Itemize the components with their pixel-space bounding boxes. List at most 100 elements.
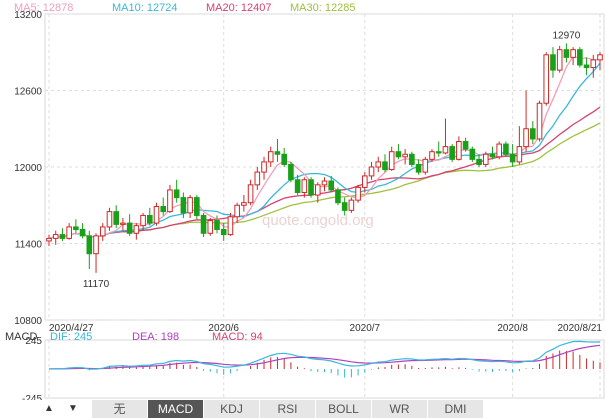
candle-body [509,153,516,163]
annotation-label: 12970 [552,30,580,41]
y-tick-label: 11400 [15,240,43,251]
candle-body [200,214,207,234]
candle-body [133,225,140,234]
candle-body [341,202,348,211]
candle-body [563,49,570,58]
y-axis-labels: 13200 12600 12000 11400 10800 [14,10,42,327]
ma20-line [48,106,601,240]
candle-body [247,184,254,204]
macd-border [44,339,605,399]
candle-body [52,234,59,239]
x-tick-label: 2020/8 [497,323,528,334]
candle-body [435,151,442,154]
annotation-label: 11170 [83,279,110,290]
scroll-down-icon[interactable]: ▼ [68,403,78,414]
ma20-legend: MA20: 12407 [206,2,272,14]
candle-body [530,128,536,140]
candle-body [288,163,294,181]
macd-lines [48,340,601,370]
candle-body [328,180,335,191]
chart-grid [44,13,605,321]
tab-kdj[interactable]: KDJ [204,400,260,418]
candle-body [429,151,435,160]
candle-body [173,189,180,199]
candle-body [106,211,113,228]
candle-body [462,141,469,150]
candle-body [86,235,93,255]
candle-body [388,151,395,171]
candle-body [294,179,301,193]
candle-body [496,143,503,158]
candle-body [113,211,119,225]
candle-body [523,128,529,148]
macd-axis-labels: 245 -245 [22,336,42,400]
ma10-legend: MA10: 12724 [112,2,178,14]
candle-body [556,49,563,71]
tab-wr[interactable]: WR [372,400,428,418]
y-tick-label: 13200 [14,10,42,21]
candle-body [409,153,415,165]
candle-body [254,171,261,186]
candle-body [402,153,408,158]
candle-body [375,161,382,168]
candle-body [348,199,355,211]
ma30-legend: MA30: 12285 [290,2,356,14]
dea-line [48,344,601,370]
candle-body [167,189,173,213]
candle-body [577,49,583,66]
candle-body [482,153,489,165]
candle-body [220,228,227,236]
candle-body [395,151,402,158]
macd-value-legend: MACD: 94 [212,331,263,343]
candle-body [590,59,597,69]
candle-body [422,158,429,173]
candle-body [516,146,523,163]
candle-body [241,202,247,206]
candle-body [180,197,187,214]
candle-body [187,197,193,214]
tab-none[interactable]: 无 [92,400,148,418]
tab-dmi[interactable]: DMI [428,400,484,418]
candle-body [261,161,267,173]
ma5-legend: MA5: 12878 [14,2,74,14]
candle-body [543,54,550,104]
candle-body [73,226,79,230]
price-annotations: 12970 11170 [83,30,581,290]
y-tick-label: 12600 [14,87,42,98]
candle-body [214,220,220,230]
y-tick-label: 12000 [14,163,42,174]
candle-body [46,237,52,242]
tab-boll[interactable]: BOLL [316,400,372,418]
candle-body [308,179,314,196]
x-tick-label: 2020/6 [208,323,239,334]
macd-grid [44,339,605,399]
candle-body [503,143,509,155]
indicator-tab-bar: ▲ ▼ 无 MACD KDJ RSI BOLL WR DMI [0,400,606,418]
tab-rsi[interactable]: RSI [260,400,316,418]
candle-body [194,197,200,216]
y-tick-label: 10800 [14,316,42,327]
candle-body [66,226,72,239]
macd-y-tick-label: -245 [22,394,42,400]
scroll-up-icon[interactable]: ▲ [44,403,54,414]
candle-body [274,151,281,155]
candle-body [120,222,126,225]
x-tick-label: 2020/8/21 [558,323,603,334]
x-tick-label: 2020/7 [350,323,381,334]
candle-body [550,54,556,71]
candle-body [570,49,576,58]
candle-body [442,146,449,154]
candle-body [536,102,543,140]
candle-body [597,54,603,61]
candle-body [126,222,133,234]
dea-legend: DEA: 198 [132,331,180,343]
dif-line [48,340,600,370]
candle-body [583,64,590,69]
candle-body [93,235,99,255]
x-axis-labels: 2020/4/27 2020/6 2020/7 2020/8 2020/8/21 [49,323,602,334]
tab-macd[interactable]: MACD [148,400,204,418]
candle-body [153,206,160,224]
candle-body [335,189,341,204]
candle-body [469,148,476,160]
